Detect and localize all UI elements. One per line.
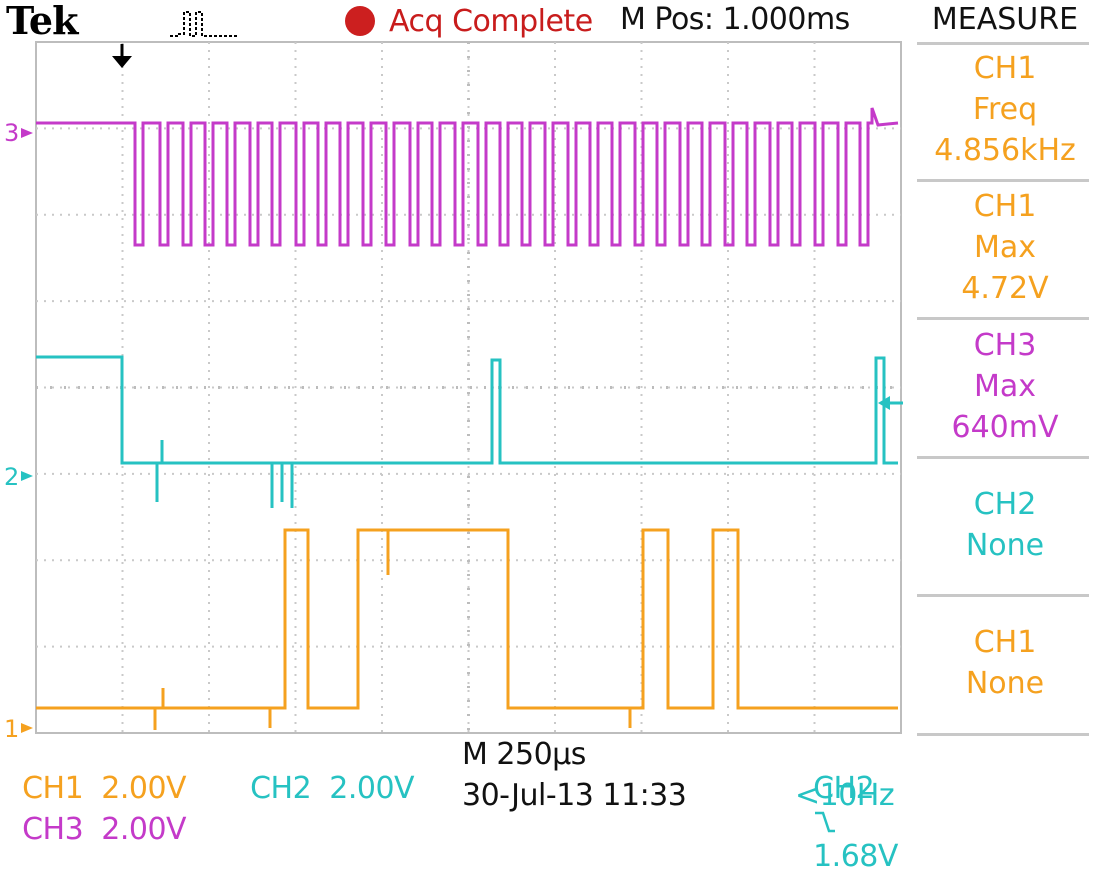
stop-indicator-icon: [345, 6, 375, 36]
measurement-type: Freq: [972, 92, 1038, 127]
measurement-slot-4[interactable]: CH2 None: [905, 484, 1105, 566]
measurement-type: None: [965, 666, 1045, 701]
ch1-ground-marker-label: 1: [4, 715, 19, 743]
timebase-readout[interactable]: M 250µs: [462, 737, 586, 772]
measurement-source: CH1: [973, 51, 1037, 86]
separator: [917, 317, 1089, 320]
measurement-source: CH3: [973, 328, 1037, 363]
acquisition-status: Acq Complete: [345, 2, 593, 40]
measurement-source: CH1: [973, 625, 1037, 660]
separator: [917, 456, 1089, 459]
measurement-source: CH1: [973, 189, 1037, 224]
separator: [917, 179, 1089, 182]
ch2-ground-marker-label: 2: [4, 463, 19, 491]
measure-panel[interactable]: MEASURE CH1 Freq 4.856kHz CH1 Max 4.72V …: [905, 0, 1105, 736]
trigger-level-marker: [878, 396, 903, 410]
trigger-pulse-icon: [170, 11, 238, 37]
measurement-slot-1[interactable]: CH1 Freq 4.856kHz: [905, 48, 1105, 171]
measurement-slot-5[interactable]: CH1 None: [905, 622, 1105, 704]
trigger-source: CH2: [813, 771, 875, 806]
ch2-trace: [36, 355, 898, 508]
measurement-slot-2[interactable]: CH1 Max 4.72V: [905, 186, 1105, 309]
ch3-scale-readout[interactable]: CH3 2.00V: [4, 779, 186, 847]
measure-title: MEASURE: [931, 2, 1079, 37]
ch3-label: CH3: [22, 812, 84, 847]
ch2-scale-readout[interactable]: CH2 2.00V: [232, 738, 414, 806]
ch1-scale-readout[interactable]: CH1 2.00V: [4, 738, 186, 806]
ch3-ground-marker-label: 3: [4, 119, 19, 147]
separator: [917, 42, 1089, 45]
acquisition-status-text: Acq Complete: [389, 3, 593, 39]
ch2-ground-marker: 2: [4, 463, 33, 491]
measurement-slot-3[interactable]: CH3 Max 640mV: [905, 325, 1105, 448]
measurement-type: Max: [973, 230, 1037, 265]
separator: [917, 594, 1089, 597]
measurement-value: 4.72V: [961, 271, 1049, 306]
ch3-scale: 2.00V: [101, 812, 187, 847]
main-position-readout: M Pos: 1.000ms: [620, 2, 850, 37]
measurement-type: None: [965, 528, 1045, 563]
trigger-frequency-readout: <10Hz: [795, 778, 895, 813]
trigger-level: 1.68V: [813, 839, 898, 874]
ch1-ground-marker: 1: [4, 715, 33, 743]
ch2-label: CH2: [250, 771, 312, 806]
ch1-scale: 2.00V: [101, 771, 187, 806]
measurement-value: 4.856kHz: [934, 133, 1076, 168]
trigger-position-icon: [112, 44, 132, 68]
measurement-type: Max: [973, 369, 1037, 404]
date-time-readout: 30-Jul-13 11:33: [462, 778, 687, 813]
separator: [917, 733, 1089, 736]
measurement-source: CH2: [973, 487, 1037, 522]
measurement-value: 640mV: [951, 410, 1059, 445]
brand-logo: Tek: [6, 0, 78, 43]
ch1-label: CH1: [22, 771, 84, 806]
ch1-trace: [36, 528, 898, 730]
ch2-scale: 2.00V: [329, 771, 415, 806]
scope-display: 3 2 1: [4, 41, 903, 743]
ch3-ground-marker: 3: [4, 119, 33, 147]
ch3-trace: [36, 107, 899, 247]
